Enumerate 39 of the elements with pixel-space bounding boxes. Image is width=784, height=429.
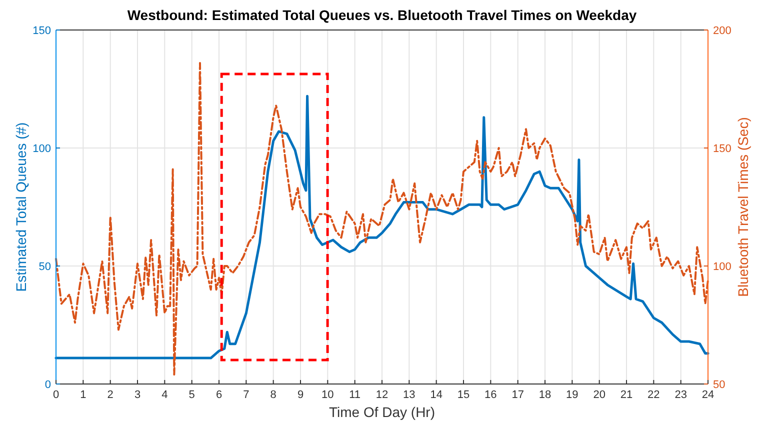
x-axis-title: Time Of Day (Hr) <box>328 404 436 420</box>
x-tick-label: 23 <box>674 389 687 401</box>
x-tick-label: 2 <box>107 389 114 401</box>
line-series <box>54 94 710 360</box>
x-tick-label: 6 <box>216 389 222 401</box>
y-axis-title: Estimated Total Queues (#) <box>13 122 29 292</box>
y-tick-label: 100 <box>32 143 51 155</box>
x-tick-label: 15 <box>457 389 470 401</box>
y-tick-label: 50 <box>38 261 51 273</box>
y2-tick-label: 100 <box>713 261 732 273</box>
x-tick-label: 16 <box>484 389 497 401</box>
x-tick-label: 19 <box>566 389 578 401</box>
x-tick-label: 21 <box>620 389 633 401</box>
x-tick-label: 1 <box>80 389 86 401</box>
x-tick-label: 10 <box>322 389 334 401</box>
x-tick-label: 7 <box>243 389 250 401</box>
x-tick-label: 17 <box>512 389 524 401</box>
y-tick-label: 150 <box>32 25 51 37</box>
x-tick-label: 9 <box>297 389 304 401</box>
x-tick-label: 14 <box>430 389 442 401</box>
x-tick-label: 0 <box>52 389 60 401</box>
chart-title: Westbound: Estimated Total Queues vs. Bluetooth Travel Times on Weekday <box>127 7 637 23</box>
x-tick-label: 8 <box>270 389 276 401</box>
y-tick-label: 0 <box>44 379 51 391</box>
x-tick-label: 4 <box>162 389 168 401</box>
x-tick-label: 13 <box>403 389 416 401</box>
y2-axis-title: Bluetooth Travel Times (Sec) <box>735 117 751 297</box>
x-tick-label: 11 <box>349 389 361 401</box>
line-series <box>55 62 709 376</box>
x-tick-label: 20 <box>593 389 606 401</box>
x-tick-label: 3 <box>134 389 141 401</box>
x-tick-label: 12 <box>376 389 388 401</box>
y2-tick-label: 150 <box>713 143 732 155</box>
x-tick-label: 5 <box>188 389 195 401</box>
x-tick-label: 22 <box>648 389 660 401</box>
x-tick-label: 24 <box>702 389 714 401</box>
x-tick-label: 18 <box>538 389 552 401</box>
y2-tick-label: 50 <box>713 379 726 391</box>
y2-tick-label: 200 <box>713 25 732 37</box>
